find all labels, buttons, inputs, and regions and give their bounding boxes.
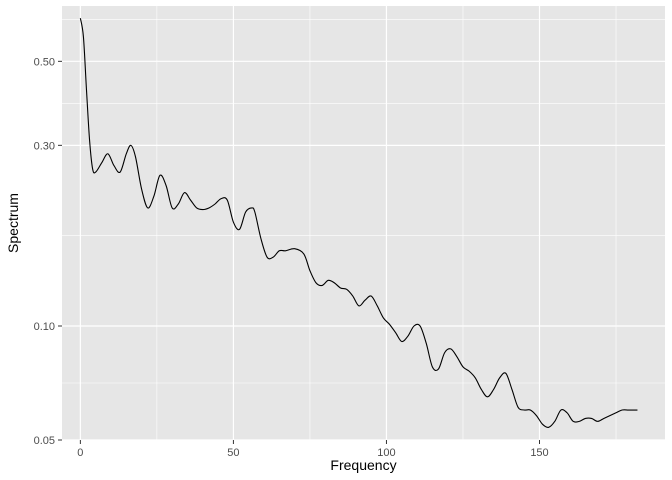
x-axis-title: Frequency	[330, 457, 396, 473]
y-tick-label: 0.05	[34, 435, 55, 447]
minor-gridlines	[62, 6, 665, 440]
x-tick-label: 150	[530, 447, 548, 459]
x-tick-label: 100	[377, 447, 395, 459]
y-axis-ticks: 0.05 0.10 0.30 0.50	[34, 56, 62, 447]
x-tick-label: 50	[227, 447, 239, 459]
y-tick-label: 0.10	[34, 321, 55, 333]
spectrum-line	[79, 18, 638, 428]
x-axis-ticks: 0 50 100 150	[77, 440, 549, 459]
y-axis-title: Spectrum	[5, 193, 21, 253]
y-tick-label: 0.50	[34, 56, 55, 68]
plot-panel	[62, 6, 665, 440]
y-tick-label: 0.30	[34, 140, 55, 152]
x-tick-label: 0	[77, 447, 83, 459]
